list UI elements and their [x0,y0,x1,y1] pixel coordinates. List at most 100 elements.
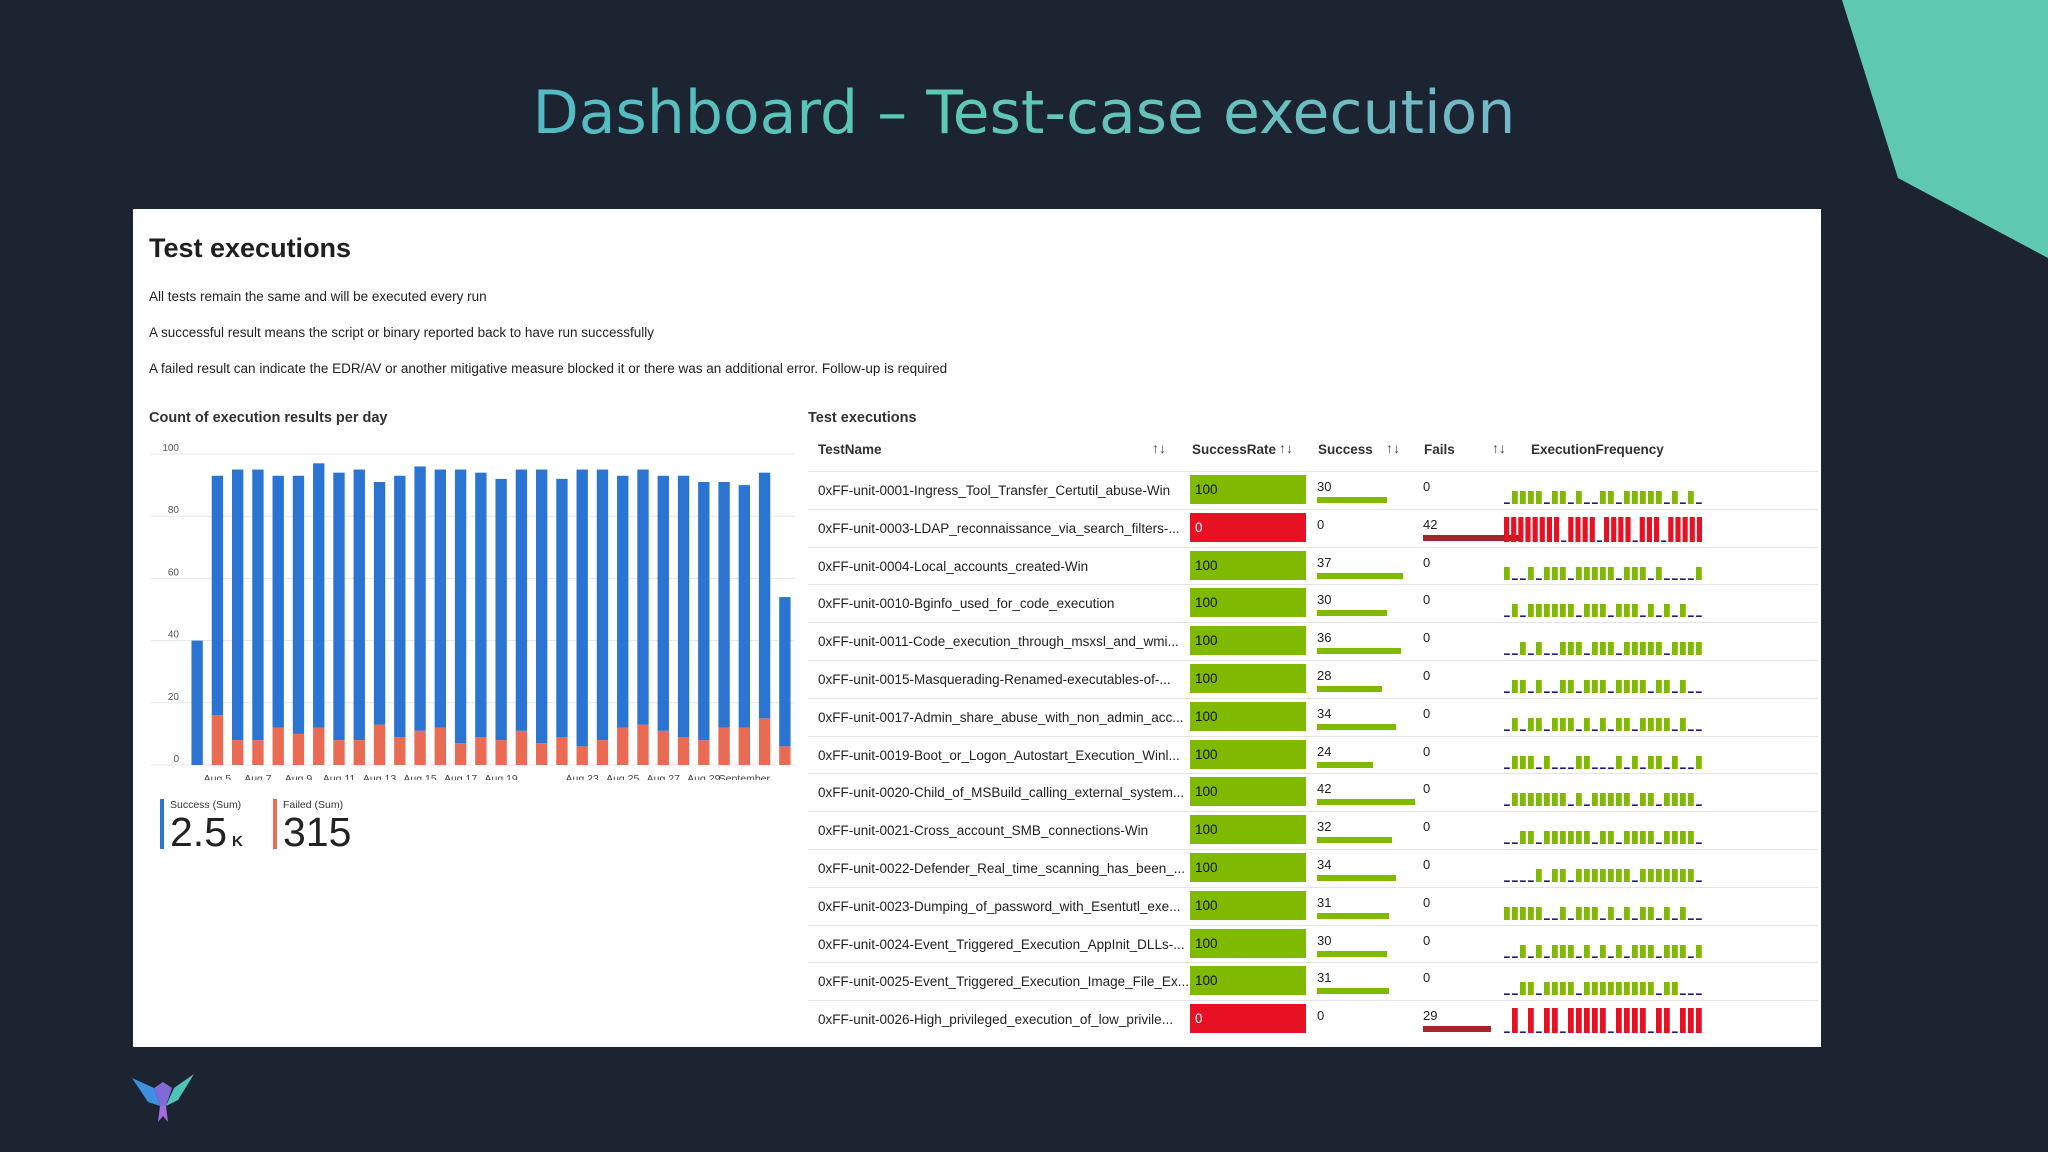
bar-success[interactable] [252,469,264,741]
bar-success[interactable] [515,469,528,731]
table-row[interactable]: 0xFF-unit-0011-Code_execution_through_ms… [808,622,1818,661]
table-row[interactable]: 0xFF-unit-0015-Masquerading-Renamed-exec… [808,660,1818,699]
bar-success[interactable] [414,466,426,731]
bar-success[interactable] [779,597,791,747]
frequency-mark [1696,615,1702,618]
frequency-mark [1568,918,1574,920]
bar-failed[interactable] [758,718,771,765]
frequency-mark [1664,944,1670,958]
bar-success[interactable] [738,485,751,728]
bar-success[interactable] [576,469,588,747]
bar-failed[interactable] [779,746,791,765]
table-row[interactable]: 0xFF-unit-0001-Ingress_Tool_Transfer_Cer… [808,471,1818,510]
bar-success[interactable] [292,475,305,734]
bar-failed[interactable] [333,740,345,765]
bar-success[interactable] [353,469,365,741]
table-row[interactable]: 0xFF-unit-0004-Local_accounts_created-Wi… [808,546,1818,586]
bar-success[interactable] [637,469,649,725]
sort-testname-icon[interactable]: ↑↓ [1152,440,1166,456]
bar-failed[interactable] [211,715,224,765]
execution-results-chart[interactable]: 0 20 40 60 80 100 Aug 5 Aug 7 Aug 9 Aug 11 Aug 13 A… [145,440,807,780]
bar-success[interactable] [698,481,710,741]
bar-failed[interactable] [414,730,426,765]
bar-success[interactable] [211,475,224,716]
bar-failed[interactable] [292,733,305,765]
table-row[interactable]: 0xFF-unit-0003-LDAP_reconnaissance_via_s… [808,508,1818,548]
bar-success[interactable] [677,475,690,738]
bar-success[interactable] [333,472,345,741]
bar-success[interactable] [758,472,771,719]
bar-failed[interactable] [637,724,649,765]
bar-success[interactable] [394,475,406,738]
bar-failed[interactable] [556,737,568,765]
bar-success[interactable] [596,469,609,741]
frequency-mark [1632,491,1638,504]
frequency-mark [1536,577,1542,580]
x-tick-label: Aug 13 [363,773,396,780]
column-header-successrate[interactable]: SuccessRate [1192,442,1277,457]
bar-failed[interactable] [718,727,730,765]
frequency-mark [1689,516,1695,542]
bar-failed[interactable] [353,740,365,765]
bar-failed[interactable] [677,737,690,765]
frequency-mark [1618,516,1624,542]
bar-success[interactable] [495,478,507,741]
bar-failed[interactable] [454,743,467,765]
table-row[interactable]: 0xFF-unit-0021-Cross_account_SMB_connect… [808,811,1818,850]
table-row[interactable]: 0xFF-unit-0020-Child_of_MSBuild_calling_… [808,773,1818,812]
bar-success[interactable] [434,469,447,728]
bar-success[interactable] [191,640,203,765]
bar-failed[interactable] [394,737,406,765]
bar-success[interactable] [454,469,467,744]
frequency-mark [1560,642,1566,656]
bar-success[interactable] [475,472,487,738]
bar-failed[interactable] [576,746,588,765]
table-row[interactable]: 0xFF-unit-0010-Bginfo_used_for_code_exec… [808,584,1818,623]
bar-success[interactable] [617,475,629,728]
bar-failed[interactable] [617,727,629,765]
table-row[interactable]: 0xFF-unit-0017-Admin_share_abuse_with_no… [808,697,1818,737]
bar-failed[interactable] [738,727,751,765]
bar-failed[interactable] [698,740,710,765]
bar-success[interactable] [556,478,568,738]
bar-failed[interactable] [231,740,244,765]
table-row[interactable]: 0xFF-unit-0019-Boot_or_Logon_Autostart_E… [808,735,1818,775]
frequency-mark [1664,766,1670,769]
sort-success-icon[interactable]: ↑↓ [1386,440,1400,456]
sort-fails-icon[interactable]: ↑↓ [1492,440,1506,456]
bar-failed[interactable] [252,740,264,765]
bar-failed[interactable] [535,743,548,765]
column-header-testname[interactable]: TestName [818,442,882,457]
column-header-fails[interactable]: Fails [1424,442,1455,457]
frequency-mark [1552,566,1558,580]
frequency-mark [1608,982,1614,996]
sort-successrate-icon[interactable]: ↑↓ [1279,440,1293,456]
bar-failed[interactable] [495,740,507,765]
bar-failed[interactable] [515,730,528,765]
bar-failed[interactable] [657,730,669,765]
bar-success[interactable] [272,475,284,728]
bar-failed[interactable] [596,740,609,765]
bar-success[interactable] [231,469,244,741]
bar-success[interactable] [535,469,548,744]
bar-success[interactable] [373,481,386,725]
column-header-success[interactable]: Success [1318,442,1373,457]
frequency-mark [1568,982,1574,996]
table-row[interactable]: 0xFF-unit-0022-Defender_Real_time_scanni… [808,849,1818,888]
bar-failed[interactable] [475,737,487,765]
bar-failed[interactable] [434,727,447,765]
bar-success[interactable] [657,475,669,731]
bar-success[interactable] [313,463,325,728]
table-row[interactable]: 0xFF-unit-0023-Dumping_of_password_with_… [808,886,1818,926]
success-rate-cell: 100 [1190,739,1306,769]
bar-failed[interactable] [373,724,386,765]
frequency-mark [1688,955,1694,958]
table-row[interactable]: 0xFF-unit-0026-High_privileged_execution… [808,1000,1818,1039]
table-row[interactable]: 0xFF-unit-0024-Event_Triggered_Execution… [808,924,1818,964]
bar-failed[interactable] [313,727,325,765]
table-row[interactable]: 0xFF-unit-0025-Event_Triggered_Execution… [808,962,1818,1001]
column-header-executionfrequency[interactable]: ExecutionFrequency [1531,442,1664,457]
frequency-mark [1640,793,1646,807]
bar-success[interactable] [718,481,730,728]
bar-failed[interactable] [272,727,284,765]
